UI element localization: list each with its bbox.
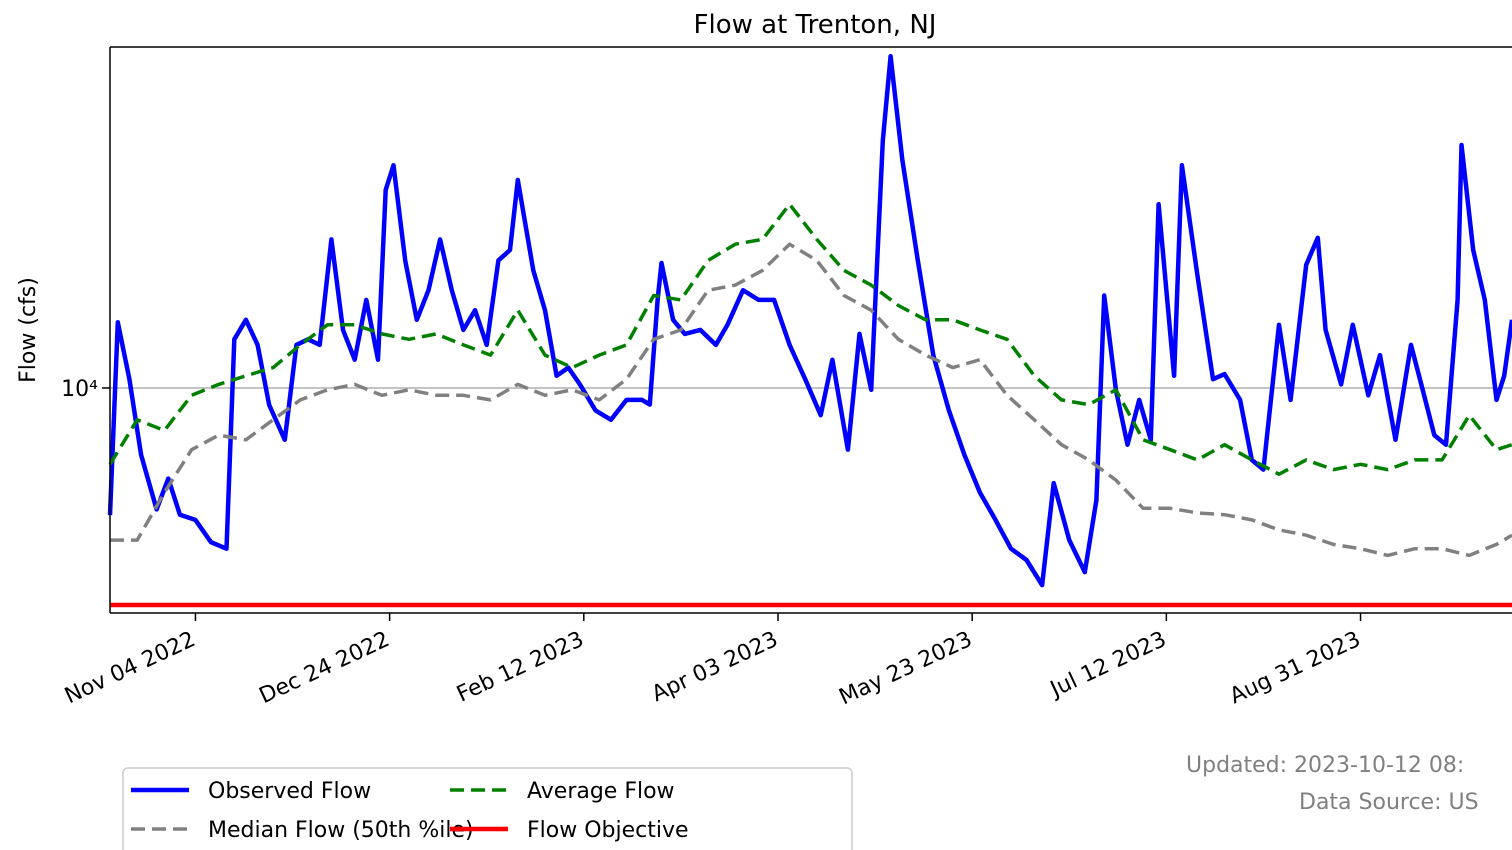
series-line [110, 242, 1512, 558]
x-tick-label: May 23 2023 [836, 627, 977, 710]
legend-label: Observed Flow [208, 779, 371, 804]
x-tick-label: Jul 12 2023 [1045, 627, 1170, 703]
series-line [107, 53, 1512, 588]
y-axis-label: Flow (cfs) [16, 277, 41, 383]
legend-label: Flow Objective [527, 818, 689, 843]
legend: Observed Flow Average Flow Median Flow (50… [122, 767, 853, 850]
source-note: Data Source: US [1299, 790, 1479, 815]
x-tick-label: Dec 24 2022 [256, 627, 394, 709]
x-tick-label: Apr 03 2023 [648, 627, 782, 707]
x-tick-label: Nov 04 2022 [61, 627, 199, 709]
x-tick-label: Feb 12 2023 [453, 627, 588, 708]
updated-note: Updated: 2023-10-12 08: [1186, 753, 1464, 778]
legend-label: Median Flow (50th %ile) [208, 818, 474, 843]
legend-label: Average Flow [527, 779, 675, 804]
chart-title: Flow at Trenton, NJ [694, 10, 937, 40]
x-tick-label: Aug 31 2023 [1226, 627, 1364, 709]
y-tick-label: 10⁴ [61, 377, 98, 402]
legend-box [122, 767, 853, 850]
series-line [108, 202, 1512, 476]
